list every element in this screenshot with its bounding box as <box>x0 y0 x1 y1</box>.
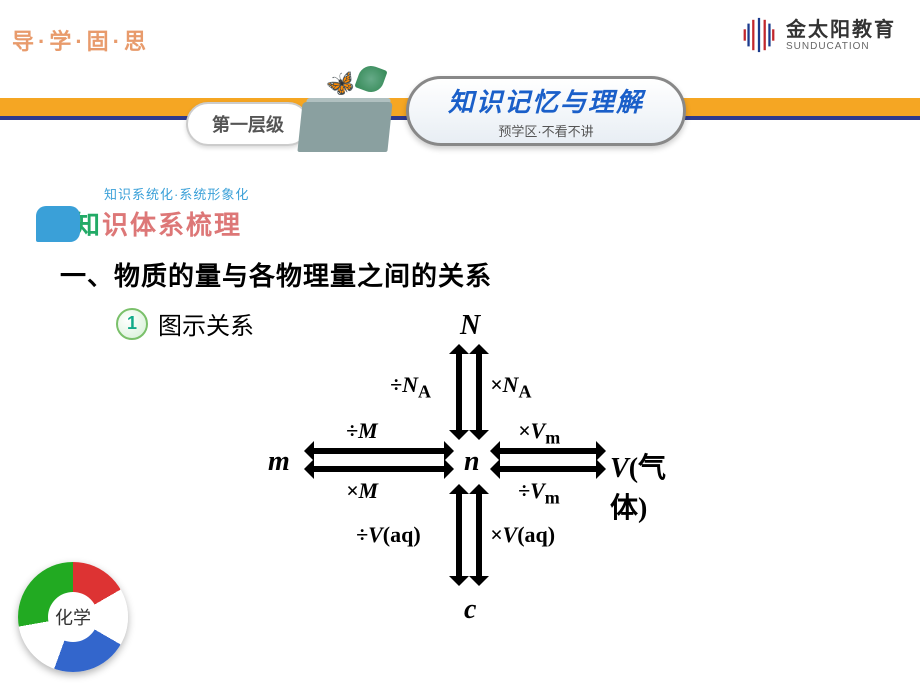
subject-badge-label: 化学 <box>48 592 98 642</box>
arrow-N-n-right <box>476 348 482 436</box>
label-times-NA: ×NA <box>490 372 531 402</box>
arrow-N-n-left <box>456 348 462 436</box>
label-times-M: ×M <box>346 478 378 504</box>
banner-subtitle: 预学区·不看不讲 <box>498 121 593 140</box>
section-title-rest: 识体系梳理 <box>102 210 242 240</box>
arrow-n-V-top <box>494 448 602 454</box>
item-number-badge: 1 <box>116 308 148 340</box>
speech-bubble-icon <box>36 206 80 242</box>
arrow-m-n-top <box>308 448 450 454</box>
section-title: 知识体系梳理 <box>74 205 242 242</box>
banner-title: 知识记忆与理解 <box>448 82 644 119</box>
main-heading: 一、物质的量与各物理量之间的关系 <box>60 256 492 293</box>
book-decoration-icon: 🦋 <box>300 72 400 152</box>
brand-name-en: SUNDUCATION <box>786 41 896 52</box>
level-badge: 第一层级 <box>186 102 310 146</box>
arrow-n-c-right <box>476 488 482 582</box>
brand-name-zh: 金太阳教育 <box>786 19 896 41</box>
section-supertitle: 知识系统化·系统形象化 <box>104 184 249 203</box>
arrow-n-V-bot <box>494 466 602 472</box>
brand-block: 金太阳教育 SUNDUCATION <box>740 16 896 54</box>
section-heading: 知识系统化·系统形象化 知识体系梳理 <box>36 184 249 242</box>
node-V: V(气体) <box>610 446 690 526</box>
corner-motto: 导·学·固·思 <box>12 24 150 56</box>
node-c: c <box>464 594 476 626</box>
item-1: 1 图示关系 <box>116 306 254 341</box>
relationship-diagram: N n m V(气体) c ÷NA ×NA ÷M ×M ×Vm ÷Vm ÷V(a… <box>250 310 690 620</box>
label-divide-M: ÷M <box>346 418 378 444</box>
arrow-m-n-bot <box>308 466 450 472</box>
label-divide-Vm: ÷Vm <box>518 478 560 508</box>
subject-badge: 化学 <box>18 562 128 672</box>
brand-logo-icon <box>740 16 778 54</box>
arrow-n-c-left <box>456 488 462 582</box>
banner-title-pill: 知识记忆与理解 预学区·不看不讲 <box>406 76 686 146</box>
node-m: m <box>268 446 290 478</box>
label-divide-Vaq: ÷V(aq) <box>356 522 421 548</box>
label-divide-NA: ÷NA <box>390 372 431 402</box>
label-times-Vaq: ×V(aq) <box>490 522 555 548</box>
item-1-label: 图示关系 <box>158 306 254 341</box>
level-banner: 第一层级 🦋 知识记忆与理解 预学区·不看不讲 <box>0 58 920 178</box>
label-times-Vm: ×Vm <box>518 418 560 448</box>
